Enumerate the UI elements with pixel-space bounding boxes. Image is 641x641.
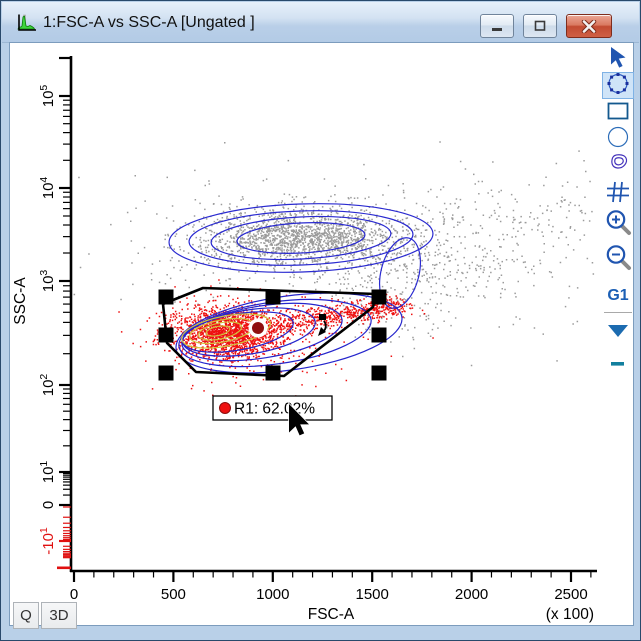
contour-line	[168, 203, 434, 273]
x-tick-label: 1000	[256, 586, 289, 603]
gate-stat-label-box[interactable]	[212, 395, 333, 421]
y-tick-label: 105	[38, 85, 57, 108]
contour-line	[205, 325, 231, 337]
threed-button-label: 3D	[49, 607, 69, 624]
arrow-cursor-icon	[605, 44, 631, 75]
zoom-in-icon	[603, 207, 633, 242]
gate-handle[interactable]	[158, 365, 174, 381]
plot-canvas[interactable]: 0 500 1000 1500 2000 2500 105 104 103 102 101 0 -101…	[10, 43, 633, 625]
contour-line	[236, 222, 366, 254]
gate-handle[interactable]	[371, 365, 387, 381]
contour-line	[188, 210, 414, 266]
quadrant-grid-icon	[603, 179, 633, 210]
maximize-button[interactable]	[523, 14, 557, 38]
circle-gate-tool[interactable]	[602, 126, 634, 153]
contour-line	[197, 321, 243, 341]
ellipse-gate-icon	[604, 71, 632, 101]
circle-icon	[605, 125, 631, 154]
quadstats-button[interactable]: Q	[13, 602, 39, 629]
x-axis-title: FSC-A	[308, 606, 355, 623]
rectangle-icon	[604, 99, 632, 128]
x-tick-label: 1500	[356, 586, 389, 603]
gate-handle[interactable]	[265, 289, 281, 305]
scatter-points	[73, 141, 595, 367]
contour-line	[379, 237, 421, 309]
gate-selector-label: G1	[607, 286, 629, 304]
gate-color-dot	[219, 402, 231, 414]
rectangle-gate-tool[interactable]	[602, 100, 634, 127]
threed-button[interactable]: 3D	[41, 602, 77, 629]
contour-line	[181, 302, 343, 362]
y-tick-label: -101	[38, 527, 57, 555]
x-tick-label: 500	[161, 586, 186, 603]
close-button[interactable]	[566, 14, 612, 38]
x-tick-label: 0	[70, 586, 78, 603]
y-tick-label: 0	[40, 501, 57, 509]
x-axis-unit: (x 100)	[546, 606, 594, 623]
plot-client-area: 0 500 1000 1500 2000 2500 105 104 103 102 101 0 -101…	[9, 42, 634, 626]
window-title: 1:FSC-A vs SSC-A [Ungated ]	[43, 14, 255, 31]
freehand-gate-tool[interactable]	[602, 151, 634, 178]
zoom-in-tool[interactable]	[602, 210, 634, 238]
chevron-down-icon	[605, 321, 631, 346]
y-axis-title: SSC-A	[12, 277, 29, 325]
quadrant-gate-tool[interactable]	[602, 181, 634, 208]
window-controls	[480, 14, 612, 38]
expand-tool-button[interactable]	[602, 320, 634, 347]
zoom-out-tool[interactable]	[602, 245, 634, 273]
y-tick-label: 103	[38, 270, 57, 293]
contour-line	[210, 215, 392, 261]
collapse-tool-button[interactable]	[602, 351, 634, 378]
minus-icon	[608, 356, 628, 374]
y-tick-label: 101	[38, 461, 57, 484]
gate-handle[interactable]	[158, 327, 174, 343]
gate-centroid-marker[interactable]	[252, 322, 264, 334]
y-tick-label: 104	[38, 177, 57, 200]
x-tick-label: 2000	[455, 586, 488, 603]
histogram-app-icon	[15, 13, 37, 33]
gate-selector-g1[interactable]: G1	[602, 282, 634, 309]
gate-handle[interactable]	[265, 365, 281, 381]
gate-handle[interactable]	[158, 289, 174, 305]
contour-line	[181, 313, 271, 349]
x-tick-label: 2500	[554, 586, 587, 603]
titlebar[interactable]: 1:FSC-A vs SSC-A [Ungated ]	[2, 2, 639, 43]
ellipse-gate-tool[interactable]	[602, 72, 634, 99]
x-negative-tick	[57, 566, 71, 570]
quadstats-button-label: Q	[20, 607, 32, 624]
select-tool[interactable]	[602, 46, 634, 73]
zoom-out-icon	[603, 242, 633, 277]
gate-handle[interactable]	[371, 289, 387, 305]
gate-handle[interactable]	[371, 327, 387, 343]
scatter-points	[118, 279, 434, 397]
freehand-blob-icon	[604, 150, 632, 179]
minimize-button[interactable]	[480, 14, 514, 38]
move-hint-icon	[319, 314, 326, 320]
mouse-cursor-arrow	[288, 402, 311, 437]
y-tick-label: 102	[38, 374, 57, 397]
toolbar-separator	[604, 312, 632, 313]
gate-stat-label: R1: 62.02%	[234, 401, 315, 418]
